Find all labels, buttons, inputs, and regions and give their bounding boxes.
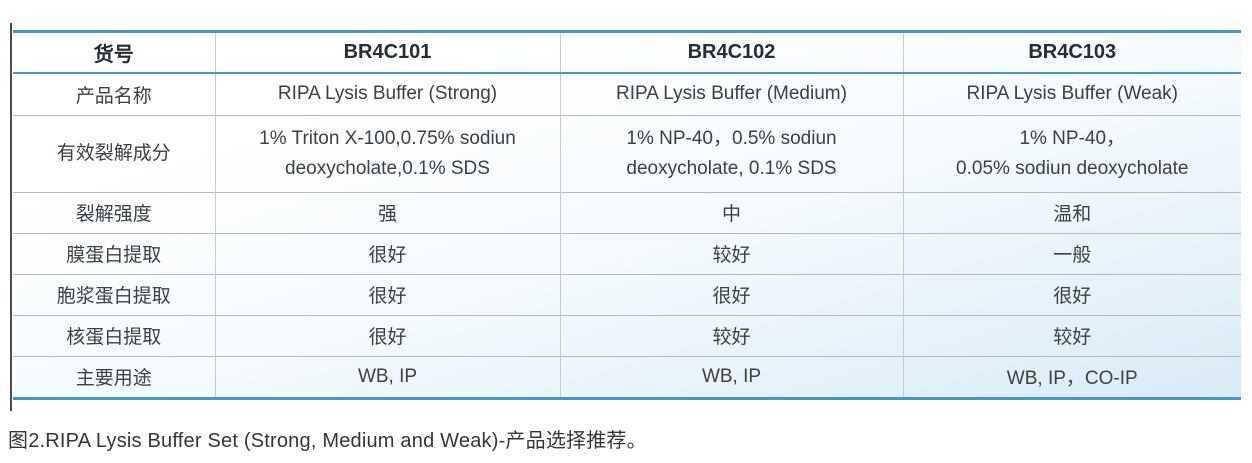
row-label-lysis-strength: 裂解强度: [13, 191, 215, 233]
col-header-br4c101: BR4C101: [214, 33, 560, 74]
table-row-components: 有效裂解成分 1% Triton X-100,0.75% sodiun deox…: [13, 114, 1241, 192]
table-row-cytoplasmic-protein: 胞浆蛋白提取 很好 很好 很好: [13, 273, 1241, 315]
cell-membrane-protein-3: 一般: [902, 232, 1241, 274]
table-row-membrane-protein: 膜蛋白提取 很好 较好 一般: [13, 232, 1241, 274]
cell-main-use-1: WB, IP: [214, 355, 560, 397]
cell-nuclear-protein-1: 很好: [214, 314, 560, 356]
col-header-br4c103: BR4C103: [902, 33, 1241, 74]
cell-product-name-1: RIPA Lysis Buffer (Strong): [214, 73, 560, 115]
cell-nuclear-protein-2: 较好: [559, 314, 903, 356]
cell-main-use-3: WB, IP，CO-IP: [902, 355, 1241, 397]
row-label-components: 有效裂解成分: [13, 114, 215, 192]
cell-product-name-3: RIPA Lysis Buffer (Weak): [902, 73, 1241, 115]
cell-components-1: 1% Triton X-100,0.75% sodiun deoxycholat…: [214, 114, 560, 192]
col-header-br4c102: BR4C102: [559, 33, 903, 74]
ripa-buffer-table: 货号 BR4C101 BR4C102 BR4C103 产品名称 RIPA Lys…: [13, 33, 1241, 397]
row-label-membrane-protein: 膜蛋白提取: [13, 232, 215, 274]
cell-cytoplasmic-protein-1: 很好: [214, 273, 560, 315]
cell-lysis-strength-3: 温和: [902, 191, 1241, 233]
cell-components-2: 1% NP-40，0.5% sodiun deoxycholate, 0.1% …: [559, 114, 903, 192]
table-row-nuclear-protein: 核蛋白提取 很好 较好 较好: [13, 314, 1241, 356]
row-label-cytoplasmic-protein: 胞浆蛋白提取: [13, 273, 215, 315]
row-label-nuclear-protein: 核蛋白提取: [13, 314, 215, 356]
cell-lysis-strength-2: 中: [559, 191, 903, 233]
row-label-product-name: 产品名称: [75, 85, 152, 107]
table-header-row: 货号 BR4C101 BR4C102 BR4C103: [13, 33, 1241, 74]
table-row-product-name: 产品名称 RIPA Lysis Buffer (Strong) RIPA Lys…: [13, 73, 1241, 115]
product-comparison-table: 货号 BR4C101 BR4C102 BR4C103 产品名称 RIPA Lys…: [10, 23, 1241, 411]
table-row-lysis-strength: 裂解强度 强 中 温和: [13, 191, 1241, 233]
cell-components-3: 1% NP-40， 0.05% sodiun deoxycholate: [902, 114, 1241, 192]
figure-caption: 图2.RIPA Lysis Buffer Set (Strong, Medium…: [8, 430, 647, 452]
cell-nuclear-protein-3: 较好: [902, 314, 1241, 356]
cell-cytoplasmic-protein-2: 很好: [559, 273, 903, 315]
col-header-item-number: 货号: [13, 33, 215, 74]
cell-cytoplasmic-protein-3: 很好: [902, 273, 1241, 315]
cell-lysis-strength-1: 强: [214, 191, 560, 233]
cell-main-use-2: WB, IP: [559, 355, 903, 397]
cell-product-name-2: RIPA Lysis Buffer (Medium): [559, 73, 903, 115]
cell-membrane-protein-2: 较好: [559, 232, 903, 274]
table-row-main-use: 主要用途 WB, IP WB, IP WB, IP，CO-IP: [13, 355, 1241, 397]
cell-membrane-protein-1: 很好: [214, 232, 560, 274]
row-label-main-use: 主要用途: [13, 355, 215, 397]
